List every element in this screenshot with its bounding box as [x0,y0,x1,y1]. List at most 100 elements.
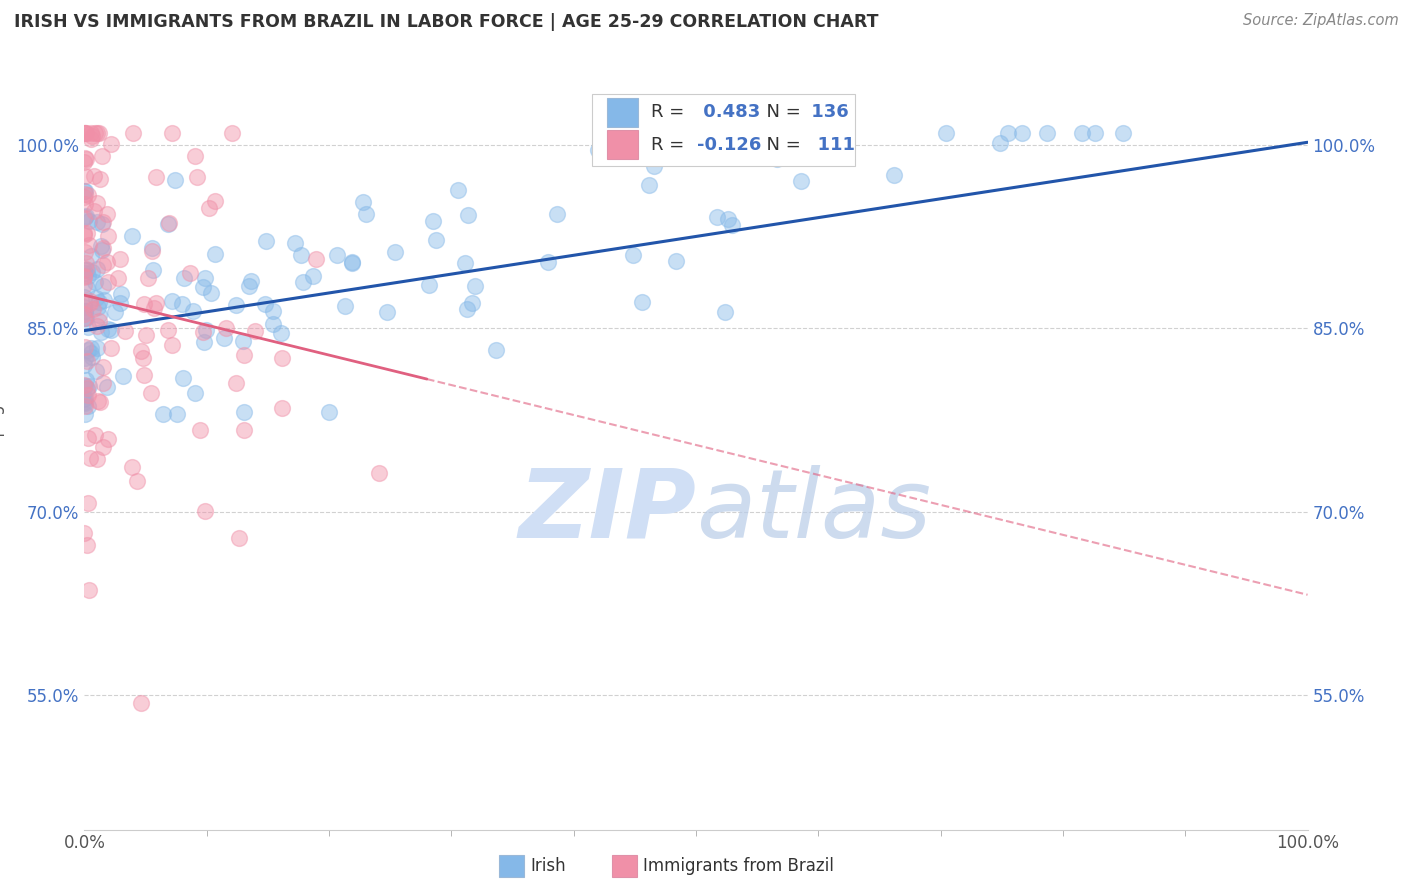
Point [86,196,108,211]
Point [77,268,100,283]
Point [190,423,212,437]
Point [883,168,905,182]
Point [91,440,114,454]
Point [89,171,111,186]
Point [232,348,254,362]
Point [90,239,112,253]
Point [90,325,112,339]
Point [103,305,125,319]
Point [76,281,98,295]
Point [97,228,120,243]
Point [73,227,96,242]
Point [107,271,129,285]
Point [1035,126,1057,140]
Point [76,431,98,445]
Point [367,466,389,480]
Point [422,213,444,227]
Point [76,226,98,240]
Point [238,279,260,293]
Point [86,452,108,467]
Point [464,278,486,293]
Point [91,278,114,293]
Point [73,351,96,365]
Point [79,345,101,359]
Point [73,311,96,326]
Point [108,252,131,266]
Point [271,401,294,416]
Point [447,183,470,197]
Point [284,235,307,250]
Point [76,381,98,395]
Point [131,696,153,710]
Point [73,151,96,165]
Point [73,126,96,140]
Point [291,275,314,289]
Point [186,169,208,184]
Point [73,278,96,293]
Point [73,310,96,325]
Point [935,126,957,140]
Point [73,126,96,140]
Point [714,305,737,319]
Point [485,343,508,357]
Point [456,301,478,316]
Point [75,261,97,276]
Point [643,160,665,174]
Point [204,194,226,209]
Point [318,405,340,419]
Point [537,255,560,269]
Point [75,311,97,326]
Point [91,359,114,374]
Point [97,433,120,447]
Point [240,274,263,288]
Point [212,330,235,344]
Point [132,351,155,365]
Point [112,368,135,383]
Point [73,407,96,421]
Point [84,291,107,305]
Point [125,475,148,489]
Point [215,321,238,335]
Point [76,319,98,334]
Point [163,172,186,186]
Point [96,207,118,221]
Point [184,149,207,163]
Point [96,380,118,394]
Point [87,301,110,315]
Point [198,201,221,215]
Point [271,351,294,366]
Point [73,391,96,405]
Point [717,212,740,227]
Point [73,268,96,283]
Point [157,323,180,337]
Text: ZIP: ZIP [517,465,696,558]
Point [73,358,96,372]
Point [73,396,96,410]
Point [384,245,406,260]
Bar [606,98,638,127]
Point [75,245,97,260]
Point [621,247,644,261]
Point [83,169,105,183]
Point [75,169,97,183]
Point [80,249,103,263]
Point [73,155,96,169]
Point [630,295,652,310]
Point [290,248,312,262]
Point [129,344,152,359]
Point [73,290,96,304]
Point [77,399,100,413]
Point [136,271,159,285]
Point [457,208,479,222]
Point [225,376,247,391]
Point [73,266,96,280]
Point [142,262,165,277]
Point [84,126,107,140]
Point [108,295,131,310]
Point [194,271,217,285]
Point [170,297,193,311]
Point [1071,126,1094,140]
Point [73,399,96,413]
Point [91,215,114,229]
Point [375,305,398,319]
